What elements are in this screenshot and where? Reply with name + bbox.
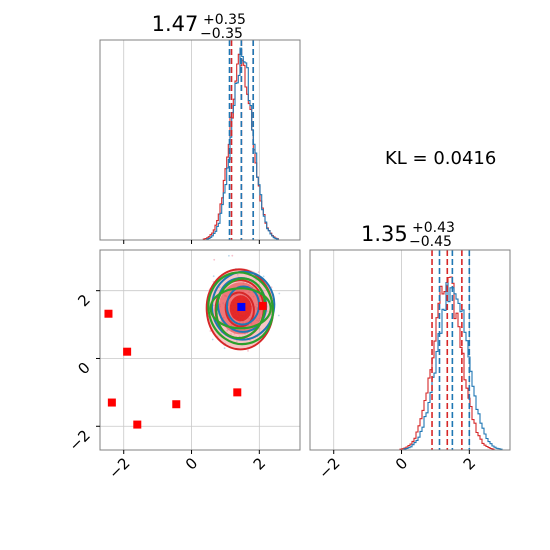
joint-sample-point [266, 310, 269, 313]
joint-sample-point [209, 330, 212, 332]
joint-sample-point [213, 258, 216, 261]
hist2-frame [309, 249, 511, 451]
joint-ytick-label-−2: −2 [65, 426, 93, 454]
param1-title-sup: +0.35 [203, 12, 246, 28]
joint-green-contour-1 [215, 277, 267, 340]
joint-sample-point [277, 314, 280, 317]
joint-sample-point [278, 292, 281, 295]
joint-2d-panel: −2 0 2 −2 0 2 [65, 249, 301, 482]
joint-xtick-label-2: 2 [250, 454, 269, 473]
hist2-xtick-label-2: 2 [460, 454, 479, 473]
joint-sample-point [230, 333, 232, 335]
joint-sample-point [211, 338, 214, 341]
joint-sample-point [238, 335, 241, 338]
joint-sample-point [228, 254, 230, 257]
joint-red-marker-3 [133, 420, 142, 429]
joint-sample-point [218, 286, 221, 289]
kl-annotation: KL = 0.0416 [385, 148, 496, 169]
hist2-red-step [310, 276, 510, 451]
joint-red-marker-1 [123, 347, 132, 356]
param1-title-value: 1.47 [152, 12, 199, 36]
joint-red-marker-5 [233, 388, 242, 397]
joint-red-marker-2 [107, 398, 116, 407]
hist1-frame [99, 39, 301, 241]
joint-ytick-label-2: 2 [74, 291, 93, 310]
joint-red-contour-2 [224, 291, 255, 328]
joint-red-marker-4 [172, 400, 181, 409]
joint-sample-point [235, 340, 238, 342]
histogram-panel-param2: −2 0 2 [309, 249, 511, 482]
joint-frame [99, 249, 301, 451]
joint-green-contour-2 [209, 287, 272, 330]
joint-sample-point [257, 271, 260, 273]
joint-ytick-label-0: 0 [74, 359, 93, 378]
joint-xtick-label-−2: −2 [105, 454, 133, 482]
hist1-red-step [100, 53, 300, 241]
joint-green-contour-0 [207, 271, 275, 346]
joint-sample-point [231, 254, 234, 257]
param2-title-sup: +0.43 [412, 220, 455, 236]
param2-title-sub: −0.45 [409, 234, 452, 250]
joint-sample-point [262, 275, 265, 278]
param1-title: 1.47 [152, 12, 199, 36]
param1-title-sub: −0.35 [200, 26, 243, 42]
joint-sample-point [212, 275, 215, 278]
hist2-blue-step [310, 281, 510, 451]
joint-sample-point [212, 304, 215, 307]
joint-red-marker-0 [104, 309, 113, 318]
hist2-xtick-label-0: 0 [392, 454, 411, 473]
joint-sample-point [236, 273, 239, 276]
param2-title-value: 1.35 [361, 222, 408, 246]
joint-sample-point [247, 350, 249, 352]
hist1-blue-step [100, 47, 300, 241]
joint-truth-marker [237, 302, 246, 311]
titles: 1.47 +0.35 −0.35 1.35 +0.43 −0.45 KL = 0… [152, 12, 497, 250]
joint-sample-point [223, 347, 226, 350]
hist2-xtick-label-−2: −2 [315, 454, 343, 482]
joint-red-marker-6 [258, 301, 267, 310]
histogram-panel-param1 [99, 39, 301, 244]
joint-xtick-label-0: 0 [182, 454, 201, 473]
